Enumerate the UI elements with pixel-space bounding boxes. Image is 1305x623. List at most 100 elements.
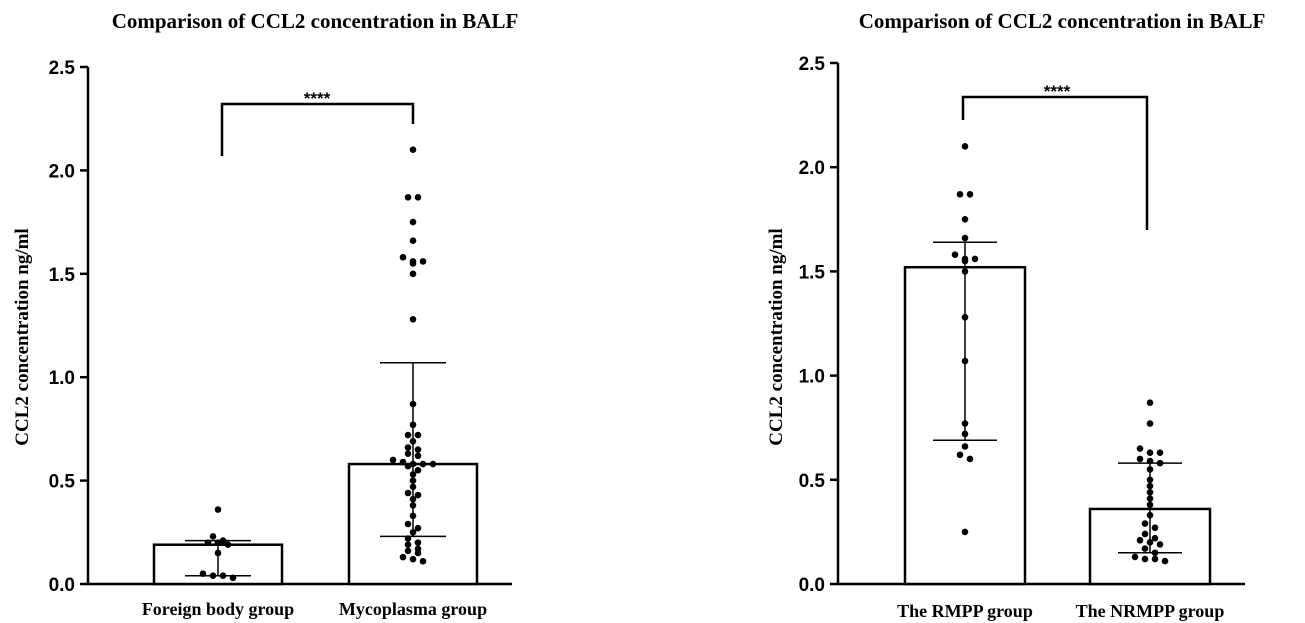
- data-point: [409, 237, 417, 245]
- data-point: [1146, 466, 1154, 473]
- y-tick-label: 2.5: [49, 58, 76, 79]
- data-point: [1141, 555, 1149, 563]
- data-point: [409, 218, 417, 226]
- data-point: [409, 477, 417, 484]
- data-point: [199, 570, 207, 577]
- data-point: [219, 537, 227, 544]
- data-point: [966, 190, 974, 198]
- data-point: [1146, 399, 1154, 406]
- data-point: [1151, 549, 1159, 557]
- data-point: [404, 462, 412, 470]
- data-point: [409, 529, 417, 536]
- data-point: [961, 143, 969, 150]
- data-point: [409, 483, 417, 491]
- y-axis-label: CCL2 concentration ng/ml: [12, 228, 33, 445]
- data-point: [1151, 555, 1159, 563]
- data-point: [414, 549, 422, 557]
- data-point: [1156, 449, 1164, 457]
- y-ticks: 0.0 0.5 1.0 1.5 2.0 2.5: [799, 54, 838, 596]
- data-point: [1146, 420, 1154, 427]
- data-point: [229, 574, 237, 582]
- data-point: [1146, 476, 1154, 484]
- data-point: [414, 466, 422, 474]
- data-point: [404, 193, 412, 201]
- data-point: [214, 539, 222, 546]
- data-point: [419, 258, 427, 265]
- data-point: [961, 420, 969, 427]
- data-point: [224, 541, 232, 549]
- data-point: [409, 502, 417, 509]
- data-point: [1161, 557, 1169, 565]
- data-point: [409, 421, 417, 429]
- data-point: [409, 495, 417, 503]
- x-category-label: The NRMPP group: [1076, 601, 1225, 621]
- data-point: [956, 190, 964, 198]
- data-point: [404, 541, 412, 549]
- data-point: [961, 257, 969, 265]
- data-point: [961, 313, 969, 321]
- data-point: [961, 443, 969, 450]
- data-point: [961, 216, 969, 223]
- data-point: [1146, 539, 1154, 546]
- data-point: [414, 452, 422, 460]
- data-point: [414, 446, 422, 453]
- data-point: [1146, 495, 1154, 502]
- data-point: [961, 234, 969, 242]
- bars: [152, 462, 479, 586]
- data-point: [1156, 459, 1164, 467]
- data-point: [414, 524, 422, 532]
- data-point: [1146, 449, 1154, 457]
- data-point: [404, 535, 412, 542]
- y-tick-label: 0.0: [799, 575, 825, 596]
- data-point: [1136, 536, 1144, 544]
- data-point: [399, 553, 407, 561]
- data-point: [1141, 545, 1149, 552]
- data-point: [409, 315, 417, 323]
- data-point: [389, 456, 397, 464]
- y-tick-label: 1.0: [49, 368, 75, 389]
- data-points: [199, 146, 437, 582]
- data-point: [951, 251, 959, 259]
- data-point: [419, 460, 427, 468]
- data-point: [414, 539, 422, 546]
- chart-title: Comparison of CCL2 concentration in BALF: [859, 9, 1266, 33]
- data-point: [409, 555, 417, 563]
- data-point: [404, 489, 412, 497]
- data-point: [1146, 501, 1154, 509]
- significance-label: ****: [304, 89, 331, 108]
- data-point: [961, 528, 969, 536]
- y-tick-label: 2.0: [799, 158, 825, 179]
- chart-panel-1: Comparison of CCL2 concentration in BALF…: [12, 9, 518, 619]
- data-point: [1141, 530, 1149, 538]
- data-point: [1131, 553, 1139, 561]
- data-point: [414, 491, 422, 499]
- y-tick-label: 1.5: [49, 265, 76, 286]
- data-point: [409, 471, 417, 478]
- data-point: [1151, 534, 1159, 542]
- data-points: [951, 143, 1169, 565]
- y-axis-label: CCL2 concentration ng/ml: [766, 228, 787, 445]
- data-point: [409, 260, 417, 267]
- significance-bracket: [220, 102, 415, 156]
- data-point: [409, 512, 417, 520]
- data-point: [966, 455, 974, 463]
- data-point: [414, 193, 422, 201]
- data-point: [404, 547, 412, 555]
- data-point: [414, 431, 422, 439]
- data-point: [1156, 541, 1164, 548]
- bars: [903, 265, 1212, 586]
- y-tick-label: 0.0: [49, 575, 75, 596]
- y-tick-label: 1.0: [799, 367, 825, 388]
- x-category-label: The RMPP group: [897, 601, 1033, 621]
- y-tick-label: 0.5: [799, 471, 826, 492]
- significance-bracket: [961, 95, 1149, 230]
- data-point: [399, 458, 407, 466]
- y-tick-label: 2.0: [49, 161, 75, 182]
- chart-panel-2: Comparison of CCL2 concentration in BALF…: [766, 9, 1265, 621]
- significance-label: ****: [1044, 82, 1071, 101]
- data-point: [1146, 511, 1154, 519]
- data-point: [409, 460, 417, 468]
- data-point: [209, 533, 217, 540]
- y-tick-label: 1.5: [799, 262, 826, 283]
